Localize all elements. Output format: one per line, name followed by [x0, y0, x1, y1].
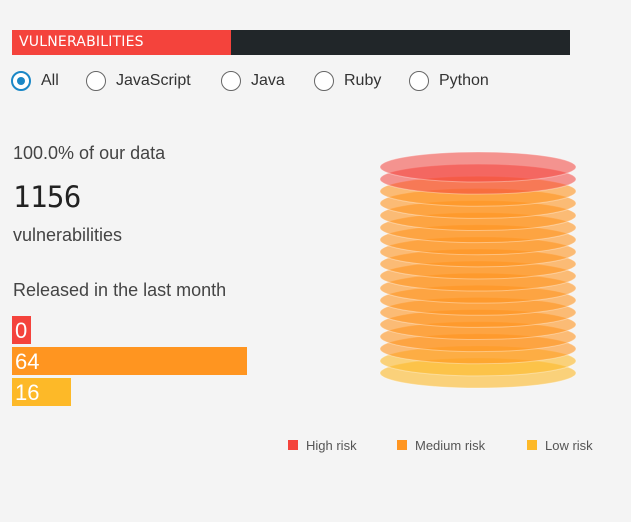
data-share-text: 100.0% of our data	[13, 143, 166, 163]
released-title: Released in the last month	[13, 280, 227, 300]
vulnerability-count-label: vulnerabilities	[13, 225, 123, 245]
legend-label: High risk	[306, 437, 357, 453]
vulnerability-count: 1156	[13, 180, 81, 214]
cylinder-layer-high	[379, 151, 577, 183]
filter-all[interactable]: All	[11, 69, 59, 93]
released-value-high: 0	[15, 318, 28, 343]
filter-label: Python	[439, 72, 489, 89]
radio-selected-icon[interactable]	[11, 71, 31, 91]
filter-label: All	[41, 72, 59, 89]
released-bar-high: 0	[12, 316, 31, 344]
section-title: VULNERABILITIES	[12, 30, 231, 55]
filter-javascript[interactable]: JavaScript	[86, 69, 191, 93]
legend-swatch-high	[288, 440, 298, 450]
legend-medium: Medium risk	[397, 437, 485, 453]
legend-high: High risk	[288, 437, 357, 453]
legend-swatch-medium	[397, 440, 407, 450]
filter-label: JavaScript	[116, 72, 191, 89]
radio-icon[interactable]	[86, 71, 106, 91]
filter-python[interactable]: Python	[409, 69, 489, 93]
legend-swatch-low	[527, 440, 537, 450]
filter-java[interactable]: Java	[221, 69, 285, 93]
radio-icon[interactable]	[314, 71, 334, 91]
header-bar: VULNERABILITIES	[12, 30, 570, 55]
legend-low: Low risk	[527, 437, 593, 453]
released-value-medium: 64	[15, 349, 40, 374]
risk-cylinder-chart	[379, 151, 577, 389]
released-bar-medium: 64	[12, 347, 247, 375]
legend-label: Low risk	[545, 437, 593, 453]
filter-label: Ruby	[344, 72, 382, 89]
legend-label: Medium risk	[415, 437, 486, 453]
filter-ruby[interactable]: Ruby	[314, 69, 381, 93]
filter-label: Java	[251, 72, 285, 89]
radio-icon[interactable]	[409, 71, 429, 91]
radio-icon[interactable]	[221, 71, 241, 91]
released-bar-low: 16	[12, 378, 71, 406]
released-value-low: 16	[15, 380, 40, 405]
